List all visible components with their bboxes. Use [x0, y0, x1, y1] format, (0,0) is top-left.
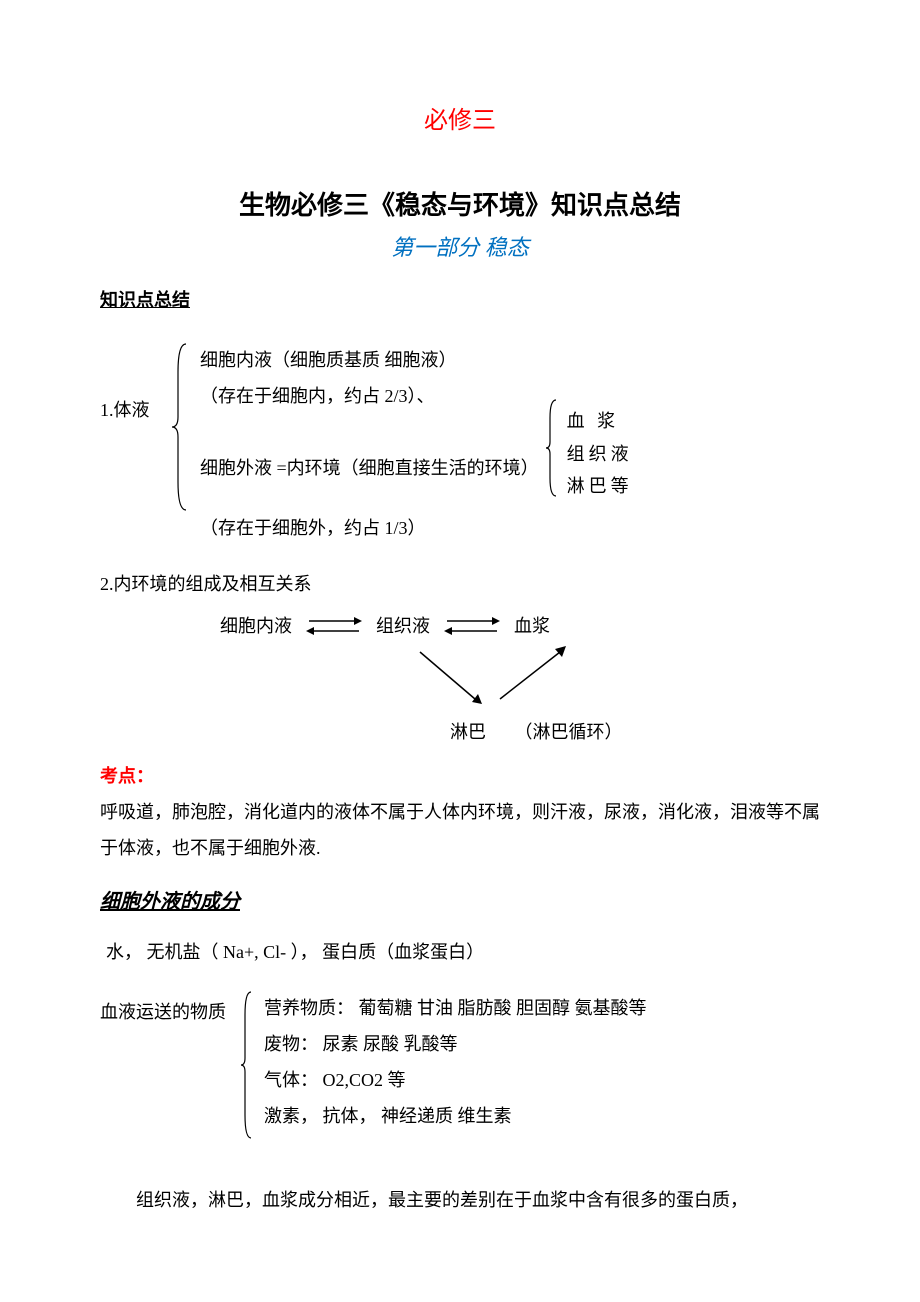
transport-nutrients: 营养物质： 葡萄糖 甘油 脂肪酸 胆固醇 氨基酸等	[264, 990, 647, 1026]
tissue-fluid-label: 组织液	[567, 438, 633, 470]
node-tissue-fluid: 组织液	[376, 608, 430, 644]
relation-diagram: 细胞内液 组织液	[220, 608, 820, 750]
section-heading-1: 知识点总结	[100, 286, 820, 312]
diagonal-arrows-icon	[220, 644, 620, 714]
title-main: 生物必修三《稳态与环境》知识点总结	[100, 185, 820, 222]
blood-transport-label: 血液运送的物质	[100, 990, 240, 1152]
blood-transport-block: 血液运送的物质 营养物质： 葡萄糖 甘油 脂肪酸 胆固醇 氨基酸等 废物： 尿素…	[100, 990, 820, 1152]
title-red: 必修三	[100, 100, 820, 135]
body-fluid-block: 1.体液 细胞内液（细胞质基质 细胞液） （存在于细胞内，约占 2/3）、 细胞…	[100, 342, 820, 546]
content-body-fluid: 1.体液 细胞内液（细胞质基质 细胞液） （存在于细胞内，约占 2/3）、 细胞…	[100, 342, 820, 1218]
brace-right-icon	[545, 398, 559, 510]
page: 必修三 生物必修三《稳态与环境》知识点总结 第一部分 稳态 知识点总结 1.体液…	[0, 0, 920, 1278]
brace-left-icon	[170, 342, 190, 524]
transport-waste: 废物： 尿素 尿酸 乳酸等	[264, 1026, 647, 1062]
extracellular-line1: 细胞外液 =内环境（细胞直接生活的环境）	[200, 450, 539, 486]
plasma-label: 血 浆	[567, 405, 633, 437]
intracellular-line1: 细胞内液（细胞质基质 细胞液）	[200, 342, 820, 378]
kaodian-label: 考点：	[100, 758, 820, 794]
node-intracellular: 细胞内液	[220, 608, 292, 644]
lymph-label: 淋巴等	[567, 470, 633, 502]
double-arrow-icon-2	[442, 611, 502, 641]
relation-title: 2.内环境的组成及相互关系	[100, 566, 820, 602]
kaodian-text: 呼吸道，肺泡腔，消化道内的液体不属于人体内环境，则汗液，尿液，消化液，泪液等不属…	[100, 794, 820, 866]
extracellular-components-line: 水， 无机盐（ Na+, Cl- ）， 蛋白质（血浆蛋白）	[106, 934, 820, 970]
final-paragraph: 组织液，淋巴，血浆成分相近，最主要的差别在于血浆中含有很多的蛋白质，	[100, 1182, 820, 1218]
brace-transport-icon	[240, 990, 254, 1152]
body-fluid-label: 1.体液	[100, 342, 170, 428]
intracellular-line2: （存在于细胞内，约占 2/3）、	[200, 378, 820, 414]
extracellular-components-heading: 细胞外液的成分	[100, 882, 820, 922]
subtitle-blue: 第一部分 稳态	[100, 230, 820, 262]
lymph-note: （淋巴循环）	[515, 722, 623, 742]
transport-gas: 气体： O2,CO2 等	[264, 1062, 647, 1098]
extracellular-line2: （存在于细胞外，约占 1/3）	[200, 510, 426, 546]
node-plasma: 血浆	[514, 608, 550, 644]
double-arrow-icon	[304, 611, 364, 641]
transport-others: 激素， 抗体， 神经递质 维生素	[264, 1098, 647, 1134]
node-lymph: 淋巴	[450, 722, 486, 742]
